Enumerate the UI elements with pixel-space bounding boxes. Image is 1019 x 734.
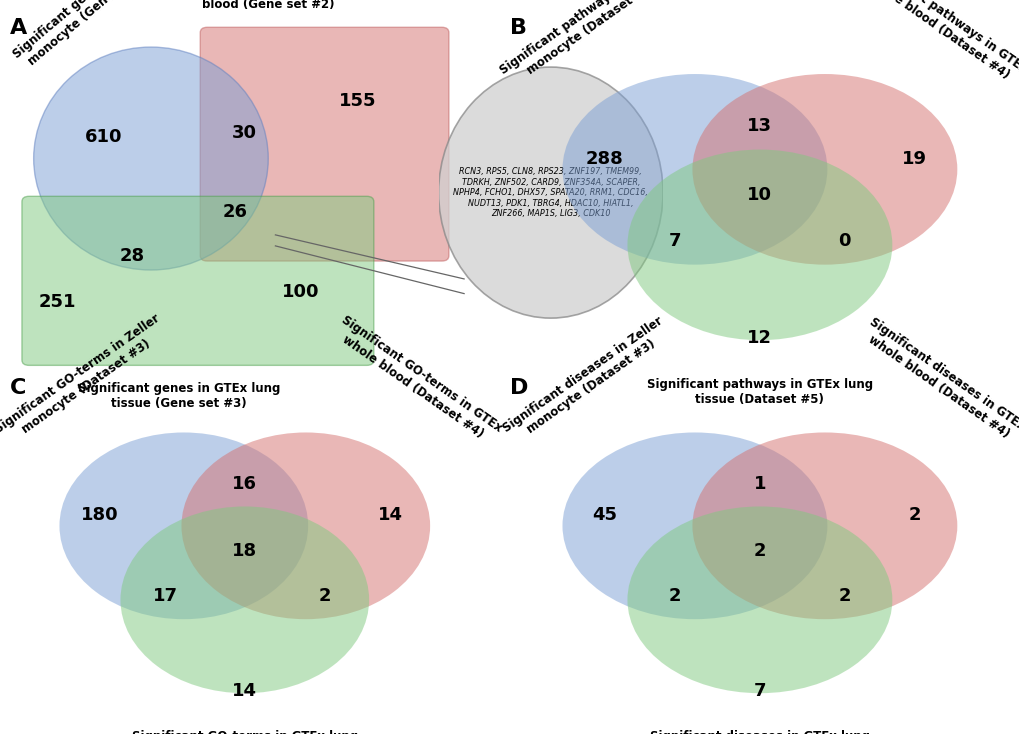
FancyBboxPatch shape bbox=[22, 196, 374, 366]
Text: Significant GO-terms in GTEx
whole blood (Dataset #4): Significant GO-terms in GTEx whole blood… bbox=[330, 313, 503, 447]
FancyBboxPatch shape bbox=[200, 27, 448, 261]
Text: Significant genes in GTEx whole
blood (Gene set #2): Significant genes in GTEx whole blood (G… bbox=[162, 0, 374, 11]
Circle shape bbox=[692, 74, 957, 265]
Circle shape bbox=[561, 432, 826, 619]
Text: Significant pathways in Zeller
monocyte (Dataset #3): Significant pathways in Zeller monocyte … bbox=[497, 0, 676, 90]
Text: 610: 610 bbox=[86, 128, 122, 146]
Text: B: B bbox=[510, 18, 527, 38]
Text: 0: 0 bbox=[838, 232, 850, 250]
Text: RCN3, RPS5, CLN8, RPS23, ZNF197, TMEM99,
TDRKH, ZNF502, CARD9, ZNF354A, SCAPER,
: RCN3, RPS5, CLN8, RPS23, ZNF197, TMEM99,… bbox=[452, 167, 648, 218]
Text: Significant GO-terms in GTEx lung
tissue (Dataset #5): Significant GO-terms in GTEx lung tissue… bbox=[131, 730, 358, 734]
Circle shape bbox=[627, 506, 892, 693]
Text: 251: 251 bbox=[39, 294, 75, 311]
Text: 18: 18 bbox=[232, 542, 257, 559]
Text: 180: 180 bbox=[81, 506, 118, 524]
Text: A: A bbox=[10, 18, 28, 38]
Text: 16: 16 bbox=[232, 475, 257, 493]
Text: Significant GO-terms in Zeller
monocyte (Dataset #3): Significant GO-terms in Zeller monocyte … bbox=[0, 312, 171, 448]
Text: 2: 2 bbox=[318, 587, 330, 606]
Text: 2: 2 bbox=[668, 587, 681, 606]
Text: 17: 17 bbox=[153, 587, 177, 606]
Text: 10: 10 bbox=[747, 186, 771, 203]
Circle shape bbox=[627, 150, 892, 340]
Ellipse shape bbox=[438, 67, 662, 318]
Circle shape bbox=[561, 74, 826, 265]
Text: 12: 12 bbox=[747, 330, 771, 347]
Text: 1: 1 bbox=[753, 475, 765, 493]
Circle shape bbox=[692, 432, 957, 619]
Text: D: D bbox=[510, 378, 528, 398]
Text: Significant diseases in GTEx lung
tissue (Dataset #5): Significant diseases in GTEx lung tissue… bbox=[649, 730, 869, 734]
Circle shape bbox=[120, 506, 369, 693]
Text: Significant pathways in GTEx lung
tissue (Dataset #5): Significant pathways in GTEx lung tissue… bbox=[646, 378, 872, 406]
Text: 155: 155 bbox=[338, 92, 376, 110]
Text: 45: 45 bbox=[592, 506, 616, 524]
Text: 100: 100 bbox=[282, 283, 320, 301]
Text: 2: 2 bbox=[838, 587, 850, 606]
Text: Significant diseases in GTEx
whole blood (Dataset #4): Significant diseases in GTEx whole blood… bbox=[857, 316, 1019, 446]
Text: 19: 19 bbox=[902, 150, 926, 167]
Text: Significant pathways in GTEx
whole blood (Dataset #4): Significant pathways in GTEx whole blood… bbox=[855, 0, 1019, 88]
Text: 28: 28 bbox=[119, 247, 145, 265]
Text: C: C bbox=[10, 378, 26, 398]
Text: Significant genes in GTEx lung
tissue (Gene set #3): Significant genes in GTEx lung tissue (G… bbox=[77, 382, 280, 410]
Text: 30: 30 bbox=[232, 124, 257, 142]
Circle shape bbox=[59, 432, 308, 619]
Ellipse shape bbox=[34, 47, 268, 270]
Text: 7: 7 bbox=[668, 232, 681, 250]
Text: 14: 14 bbox=[232, 683, 257, 700]
Text: 13: 13 bbox=[747, 117, 771, 135]
Text: 7: 7 bbox=[753, 683, 765, 700]
Text: Significant genes in Zeller
monocyte (Gene set #1): Significant genes in Zeller monocyte (Ge… bbox=[10, 0, 162, 72]
Text: 2: 2 bbox=[908, 506, 920, 524]
Circle shape bbox=[181, 432, 430, 619]
Text: 288: 288 bbox=[586, 150, 624, 167]
Text: 26: 26 bbox=[223, 203, 248, 222]
Text: 2: 2 bbox=[753, 542, 765, 559]
Text: Significant diseases in Zeller
monocyte (Dataset #3): Significant diseases in Zeller monocyte … bbox=[499, 314, 673, 447]
Text: 14: 14 bbox=[377, 506, 403, 524]
